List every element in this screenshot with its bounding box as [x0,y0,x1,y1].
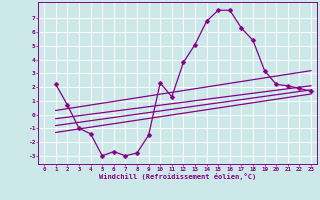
X-axis label: Windchill (Refroidissement éolien,°C): Windchill (Refroidissement éolien,°C) [99,173,256,180]
